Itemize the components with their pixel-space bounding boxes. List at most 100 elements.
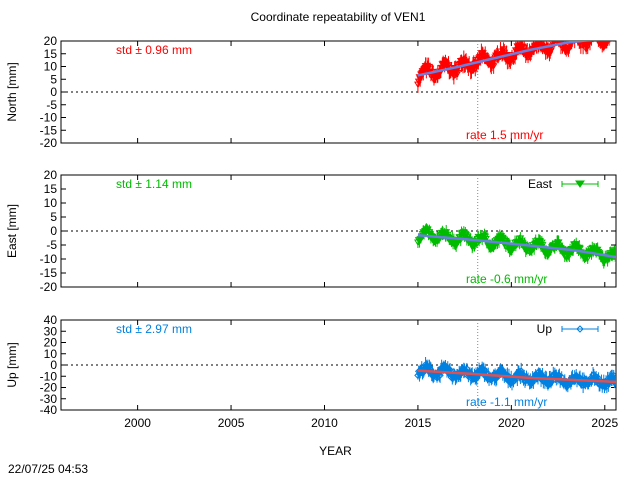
north-panel-ytick-label: 0 [50, 85, 57, 99]
north-panel-point [559, 41, 560, 42]
up-panel-xtick-label: 2005 [218, 416, 245, 430]
north-panel-point [613, 32, 619, 37]
up-panel-ylabel: Up [mm] [5, 342, 19, 387]
up-panel-ytick-label: 10 [44, 347, 58, 361]
north-panel-point [590, 31, 596, 36]
north-panel-point [534, 41, 540, 45]
east-panel-legend-label: East [528, 177, 553, 191]
north-panel-point [612, 34, 618, 39]
up-panel-point [612, 377, 616, 386]
north-panel-point [574, 35, 580, 40]
north-panel-point [592, 31, 598, 36]
east-panel-ytick-label: 5 [50, 210, 57, 224]
up-panel-data-points [414, 357, 616, 394]
up-panel-ytick-label: -30 [40, 392, 58, 406]
up-panel-xtick-label: 2015 [405, 416, 432, 430]
east-panel-ytick-label: 0 [50, 224, 57, 238]
north-panel-point [506, 58, 515, 66]
north-panel-point [571, 33, 577, 38]
east-panel-std-label: std ± 1.14 mm [116, 177, 192, 191]
up-panel-xlabel: YEAR [319, 444, 352, 458]
up-panel-fit-line [417, 369, 616, 384]
east-panel-ytick-label: -10 [40, 252, 58, 266]
north-panel-rate-label: rate 1.5 mm/yr [466, 128, 543, 142]
east-panel-fit-line [417, 233, 616, 259]
up-panel-std-label: std ± 2.97 mm [116, 322, 192, 336]
north-panel-ytick-label: -10 [40, 111, 58, 125]
north-panel-point [572, 33, 578, 38]
north-panel-ylabel: North [mm] [5, 62, 19, 121]
up-panel-point [609, 371, 616, 380]
north-panel-fit-line [417, 41, 593, 77]
up-panel-point [509, 377, 518, 386]
east-panel-ylabel: East [mm] [5, 204, 19, 258]
east-panel-ytick-label: 15 [44, 182, 58, 196]
north-panel-point [555, 35, 561, 40]
north-panel-point [605, 33, 611, 38]
up-panel-xtick-label: 2025 [591, 416, 618, 430]
north-panel-ytick-label: 20 [44, 34, 58, 48]
east-panel-ytick-label: -5 [46, 238, 57, 252]
north-panel-point [608, 34, 614, 39]
up-panel-rate-label: rate -1.1 mm/yr [466, 395, 547, 409]
north-panel-point [610, 28, 616, 33]
up-panel-point [473, 374, 481, 382]
east-panel-ytick-label: -15 [40, 266, 58, 280]
north-panel-point [553, 35, 559, 40]
up-panel-ytick-label: 40 [44, 313, 58, 327]
north-panel-point [558, 41, 560, 43]
up-panel-xtick-label: 2020 [498, 416, 525, 430]
east-panel-point [612, 252, 616, 259]
north-panel-ytick-label: 15 [44, 47, 58, 61]
up-panel-ytick-label: 20 [44, 336, 58, 350]
east-panel-data-points [414, 223, 616, 269]
north-panel-point [554, 35, 560, 40]
north-panel-ytick-label: 5 [50, 72, 57, 86]
east-panel-point [472, 241, 481, 248]
up-panel-ytick-label: -20 [40, 381, 58, 395]
north-panel-point [611, 31, 617, 36]
north-panel-ytick-label: -20 [40, 136, 58, 150]
north-panel-point [589, 32, 595, 37]
north-panel-point [573, 41, 574, 42]
north-panel-point [573, 34, 579, 39]
north-panel-ytick-label: -15 [40, 123, 58, 137]
north-panel-ytick-label: 10 [44, 60, 58, 74]
up-panel-ytick-label: 30 [44, 324, 58, 338]
up-panel-xtick-label: 2000 [124, 416, 151, 430]
east-panel-ytick-label: 10 [44, 196, 58, 210]
north-panel-point [603, 41, 611, 47]
up-panel-legend-label: Up [537, 322, 553, 336]
up-panel-point [515, 367, 523, 375]
up-panel-ytick-label: 0 [50, 358, 57, 372]
north-panel-point [554, 41, 557, 43]
north-panel-point [593, 30, 599, 35]
north-panel-ytick-label: -5 [46, 98, 57, 112]
up-panel-ytick-label: -40 [40, 403, 58, 417]
up-panel-legend-marker [576, 325, 584, 333]
north-panel-point [489, 63, 498, 70]
east-panel-rate-label: rate -0.6 mm/yr [466, 272, 547, 286]
north-panel-point [592, 30, 598, 35]
north-panel-point [588, 34, 594, 39]
timestamp: 22/07/25 04:53 [8, 462, 88, 476]
up-panel-xtick-label: 2010 [311, 416, 338, 430]
north-panel-point [607, 33, 613, 38]
north-panel-point [608, 32, 614, 37]
north-panel-point [595, 32, 601, 37]
north-panel-point [591, 31, 597, 36]
north-panel-point [594, 31, 600, 36]
east-panel-point [554, 239, 563, 246]
north-panel-std-label: std ± 0.96 mm [116, 43, 192, 57]
north-panel-point [571, 41, 573, 42]
up-panel-point [436, 371, 444, 379]
east-panel-legend-marker [575, 180, 585, 188]
east-panel-ytick-label: 20 [44, 168, 58, 182]
up-panel-ytick-label: -10 [40, 369, 58, 383]
north-panel-point [591, 41, 592, 42]
